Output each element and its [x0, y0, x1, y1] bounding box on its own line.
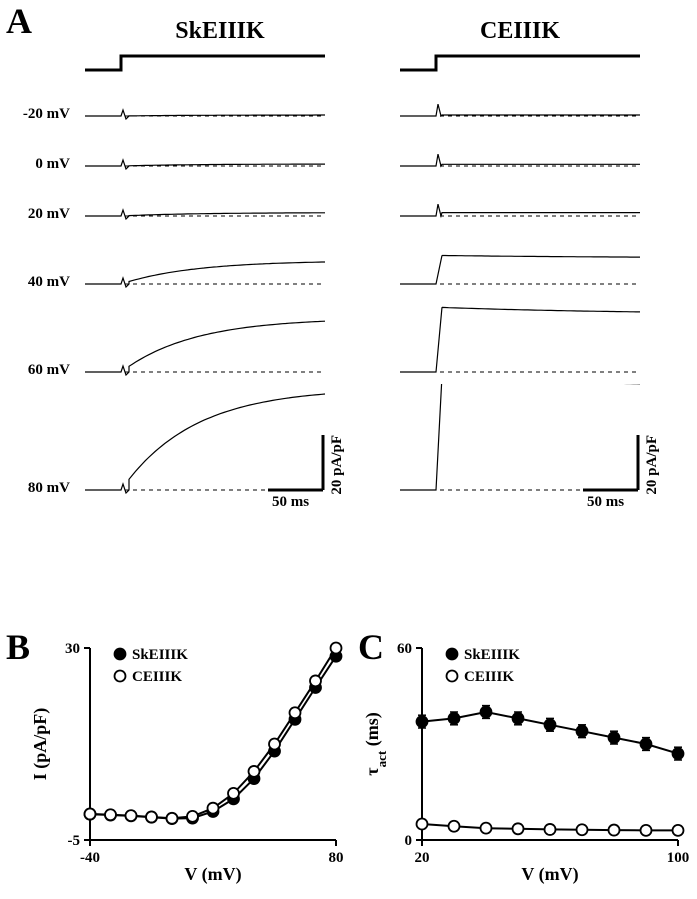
trace-left-row: [85, 228, 325, 288]
trace-left-row: [85, 78, 325, 120]
trace-right-row: [400, 178, 640, 220]
col-title-left: SkEIIIK: [140, 18, 300, 45]
svg-text:-40: -40: [80, 850, 100, 866]
trace-left-row: [85, 296, 325, 376]
col-title-right: CEIIIK: [440, 18, 600, 45]
svg-text:τact (ms): τact (ms): [362, 712, 389, 775]
trace-right-row: [400, 296, 640, 376]
svg-text:CEIIIK: CEIIIK: [132, 669, 182, 685]
panel-b-label: B: [6, 626, 30, 668]
panel-a-label: A: [6, 0, 32, 42]
stimulus-trace: [400, 54, 640, 72]
figure-root: A SkEIIIK CEIIIK -20 mV 0 mV 20 mV 40 mV 60 …: [0, 0, 697, 899]
row-label: 60 mV: [10, 362, 70, 379]
scalebar-y-label: 20 pA/pF: [329, 435, 346, 495]
svg-text:SkEIIIK: SkEIIIK: [132, 647, 188, 663]
row-label: 20 mV: [10, 206, 70, 223]
svg-text:60: 60: [397, 641, 412, 657]
svg-text:20: 20: [415, 850, 430, 866]
svg-text:CEIIIK: CEIIIK: [464, 669, 514, 685]
trace-right-row: [400, 128, 640, 170]
scalebar-x-label: 50 ms: [272, 494, 309, 511]
svg-text:100: 100: [667, 850, 690, 866]
svg-text:-5: -5: [68, 833, 81, 849]
row-label: 0 mV: [10, 156, 70, 173]
scalebar-y-label: 20 pA/pF: [644, 435, 661, 495]
trace-right-row: [400, 78, 640, 120]
svg-text:I (pA/pF): I (pA/pF): [30, 708, 51, 781]
trace-left-row: [85, 178, 325, 220]
trace-left-row: [85, 128, 325, 170]
stimulus-trace: [85, 54, 325, 72]
trace-right-row: [400, 228, 640, 288]
svg-text:30: 30: [65, 641, 80, 657]
svg-text:80: 80: [329, 850, 344, 866]
svg-text:0: 0: [405, 833, 413, 849]
row-label: 80 mV: [10, 480, 70, 497]
scalebar-x-label: 50 ms: [587, 494, 624, 511]
panel-c-chart: 20 100 0 60 V (mV) τact (ms) SkEIIIK CEIIIK: [360, 630, 690, 890]
svg-text:V (mV): V (mV): [521, 864, 578, 885]
row-label: 40 mV: [10, 274, 70, 291]
svg-text:V (mV): V (mV): [184, 864, 241, 885]
row-label: -20 mV: [10, 106, 70, 123]
svg-text:SkEIIIK: SkEIIIK: [464, 647, 520, 663]
panel-b-chart: -40 80 -5 30 V (mV) I (pA/pF) SkEIIIK CEIIIK: [28, 630, 348, 890]
